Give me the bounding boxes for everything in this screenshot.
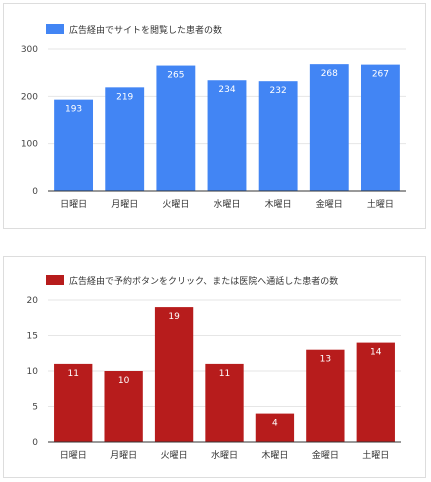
- legend-label: 広告経由で予約ボタンをクリック、または医院へ通話した患者の数: [69, 275, 338, 287]
- bar: [309, 64, 349, 191]
- legend-swatch: [46, 24, 64, 34]
- bar: [360, 64, 400, 191]
- site-visits-chart: 広告経由でサイトを閲覧した患者の数 0 100 200 300 193 日曜日 219 月曜日 2…: [3, 3, 426, 229]
- x-tick-label: 月曜日: [111, 199, 138, 210]
- bar-value-label: 268: [321, 69, 338, 79]
- bar-value-label: 265: [167, 71, 184, 81]
- y-tick-label: 0: [32, 438, 38, 448]
- bar-value-label: 11: [67, 369, 78, 379]
- bar: [156, 65, 196, 191]
- bar: [54, 99, 94, 191]
- booking-calls-chart: 広告経由で予約ボタンをクリック、または医院へ通話した患者の数 0 5 10 15 20 11…: [3, 256, 426, 478]
- bar: [54, 363, 93, 442]
- bar: [104, 371, 143, 442]
- x-tick-label: 木曜日: [265, 198, 292, 210]
- x-tick-label: 金曜日: [312, 449, 339, 461]
- bar-value-label: 267: [372, 70, 389, 80]
- bar-value-label: 11: [219, 369, 230, 379]
- x-tick-label: 土曜日: [362, 449, 389, 461]
- legend-label: 広告経由でサイトを閲覧した患者の数: [69, 24, 222, 36]
- bar-value-label: 234: [218, 85, 235, 95]
- x-tick-label: 水曜日: [213, 198, 240, 210]
- bar-value-label: 219: [116, 92, 133, 102]
- x-tick-label: 火曜日: [161, 450, 188, 461]
- bar-value-label: 232: [270, 86, 287, 96]
- bar-value-label: 193: [65, 105, 82, 115]
- x-tick-label: 金曜日: [316, 198, 343, 210]
- x-tick-label: 木曜日: [261, 449, 288, 461]
- bar: [306, 349, 345, 442]
- y-tick-label: 100: [21, 140, 38, 150]
- y-tick-label: 0: [32, 187, 38, 197]
- x-tick-label: 日曜日: [60, 199, 87, 210]
- y-tick-label: 200: [21, 92, 38, 102]
- site-visits-chart-svg: 広告経由でサイトを閲覧した患者の数 0 100 200 300 193 日曜日 219 月曜日 2…: [21, 24, 406, 210]
- bar: [207, 80, 247, 191]
- x-tick-label: 月曜日: [110, 450, 137, 461]
- y-tick-label: 5: [32, 403, 38, 413]
- y-tick-label: 20: [27, 296, 39, 306]
- bar: [356, 342, 395, 442]
- bar-value-label: 14: [370, 348, 382, 358]
- legend-swatch: [46, 275, 64, 285]
- bar: [255, 413, 295, 442]
- bar: [205, 363, 244, 442]
- bar: [105, 87, 145, 191]
- bar: [258, 81, 298, 191]
- bar: [154, 307, 194, 442]
- y-tick-label: 10: [27, 367, 39, 377]
- x-tick-label: 日曜日: [60, 450, 87, 461]
- y-tick-label: 300: [21, 45, 38, 55]
- booking-calls-chart-svg: 広告経由で予約ボタンをクリック、または医院へ通話した患者の数 0 5 10 15 20 11…: [27, 275, 401, 461]
- x-tick-label: 土曜日: [367, 198, 394, 210]
- y-tick-label: 15: [27, 332, 38, 342]
- bar-value-label: 4: [272, 419, 278, 429]
- bar-value-label: 19: [168, 312, 180, 322]
- x-tick-label: 水曜日: [211, 449, 238, 461]
- bar-value-label: 10: [118, 376, 130, 386]
- bar-value-label: 13: [320, 355, 331, 365]
- x-tick-label: 火曜日: [162, 199, 189, 210]
